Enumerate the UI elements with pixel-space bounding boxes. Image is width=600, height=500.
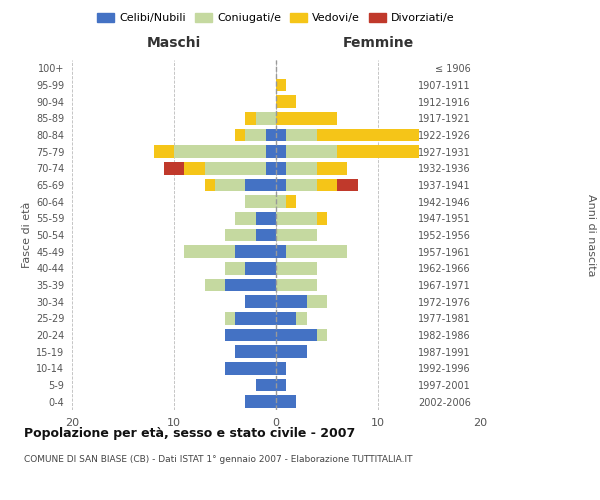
Bar bbox=[276, 129, 286, 141]
Bar bbox=[286, 179, 317, 192]
Bar bbox=[276, 146, 286, 158]
Bar bbox=[286, 146, 337, 158]
Bar bbox=[286, 129, 317, 141]
Bar bbox=[184, 246, 235, 258]
Bar bbox=[276, 346, 307, 358]
Bar bbox=[276, 279, 317, 291]
Bar bbox=[276, 396, 296, 408]
Bar bbox=[225, 229, 256, 241]
Bar bbox=[164, 162, 184, 174]
Bar bbox=[235, 246, 276, 258]
Bar bbox=[184, 162, 205, 174]
Bar bbox=[337, 179, 358, 192]
Bar bbox=[174, 146, 266, 158]
Bar bbox=[266, 162, 276, 174]
Bar bbox=[296, 312, 307, 324]
Bar bbox=[286, 162, 317, 174]
Bar bbox=[245, 196, 276, 208]
Bar bbox=[205, 162, 266, 174]
Bar bbox=[317, 179, 337, 192]
Bar bbox=[276, 212, 317, 224]
Bar bbox=[225, 312, 235, 324]
Legend: Celibi/Nubili, Coniugati/e, Vedovi/e, Divorziati/e: Celibi/Nubili, Coniugati/e, Vedovi/e, Di… bbox=[93, 8, 459, 28]
Bar bbox=[276, 179, 286, 192]
Bar bbox=[245, 296, 276, 308]
Text: COMUNE DI SAN BIASE (CB) - Dati ISTAT 1° gennaio 2007 - Elaborazione TUTTITALIA.: COMUNE DI SAN BIASE (CB) - Dati ISTAT 1°… bbox=[24, 455, 413, 464]
Bar bbox=[256, 379, 276, 391]
Text: Maschi: Maschi bbox=[147, 36, 201, 50]
Bar bbox=[235, 312, 276, 324]
Bar bbox=[276, 329, 317, 341]
Bar bbox=[276, 79, 286, 92]
Bar bbox=[276, 162, 286, 174]
Bar bbox=[276, 262, 317, 274]
Bar bbox=[245, 179, 276, 192]
Y-axis label: Fasce di età: Fasce di età bbox=[22, 202, 32, 268]
Bar bbox=[225, 329, 276, 341]
Bar bbox=[307, 296, 327, 308]
Bar bbox=[317, 329, 327, 341]
Bar bbox=[256, 229, 276, 241]
Bar bbox=[215, 179, 245, 192]
Bar bbox=[276, 312, 296, 324]
Bar bbox=[154, 146, 174, 158]
Bar bbox=[276, 196, 286, 208]
Bar bbox=[286, 246, 347, 258]
Bar bbox=[235, 346, 276, 358]
Bar bbox=[317, 212, 327, 224]
Bar bbox=[225, 279, 276, 291]
Bar bbox=[225, 362, 276, 374]
Bar bbox=[266, 146, 276, 158]
Bar bbox=[276, 229, 317, 241]
Bar bbox=[276, 246, 286, 258]
Text: Femmine: Femmine bbox=[343, 36, 413, 50]
Bar bbox=[276, 112, 337, 124]
Bar bbox=[245, 396, 276, 408]
Bar bbox=[276, 96, 296, 108]
Bar bbox=[245, 112, 256, 124]
Bar bbox=[245, 262, 276, 274]
Bar bbox=[337, 146, 419, 158]
Text: Anni di nascita: Anni di nascita bbox=[586, 194, 596, 276]
Bar bbox=[276, 362, 286, 374]
Bar bbox=[266, 129, 276, 141]
Bar bbox=[276, 296, 307, 308]
Bar bbox=[205, 179, 215, 192]
Bar bbox=[235, 212, 256, 224]
Bar bbox=[205, 279, 225, 291]
Bar bbox=[245, 129, 266, 141]
Bar bbox=[235, 129, 245, 141]
Text: Popolazione per età, sesso e stato civile - 2007: Popolazione per età, sesso e stato civil… bbox=[24, 428, 355, 440]
Bar bbox=[225, 262, 245, 274]
Bar bbox=[317, 162, 347, 174]
Bar bbox=[286, 196, 296, 208]
Bar bbox=[276, 379, 286, 391]
Bar bbox=[317, 129, 419, 141]
Bar bbox=[256, 112, 276, 124]
Bar bbox=[256, 212, 276, 224]
